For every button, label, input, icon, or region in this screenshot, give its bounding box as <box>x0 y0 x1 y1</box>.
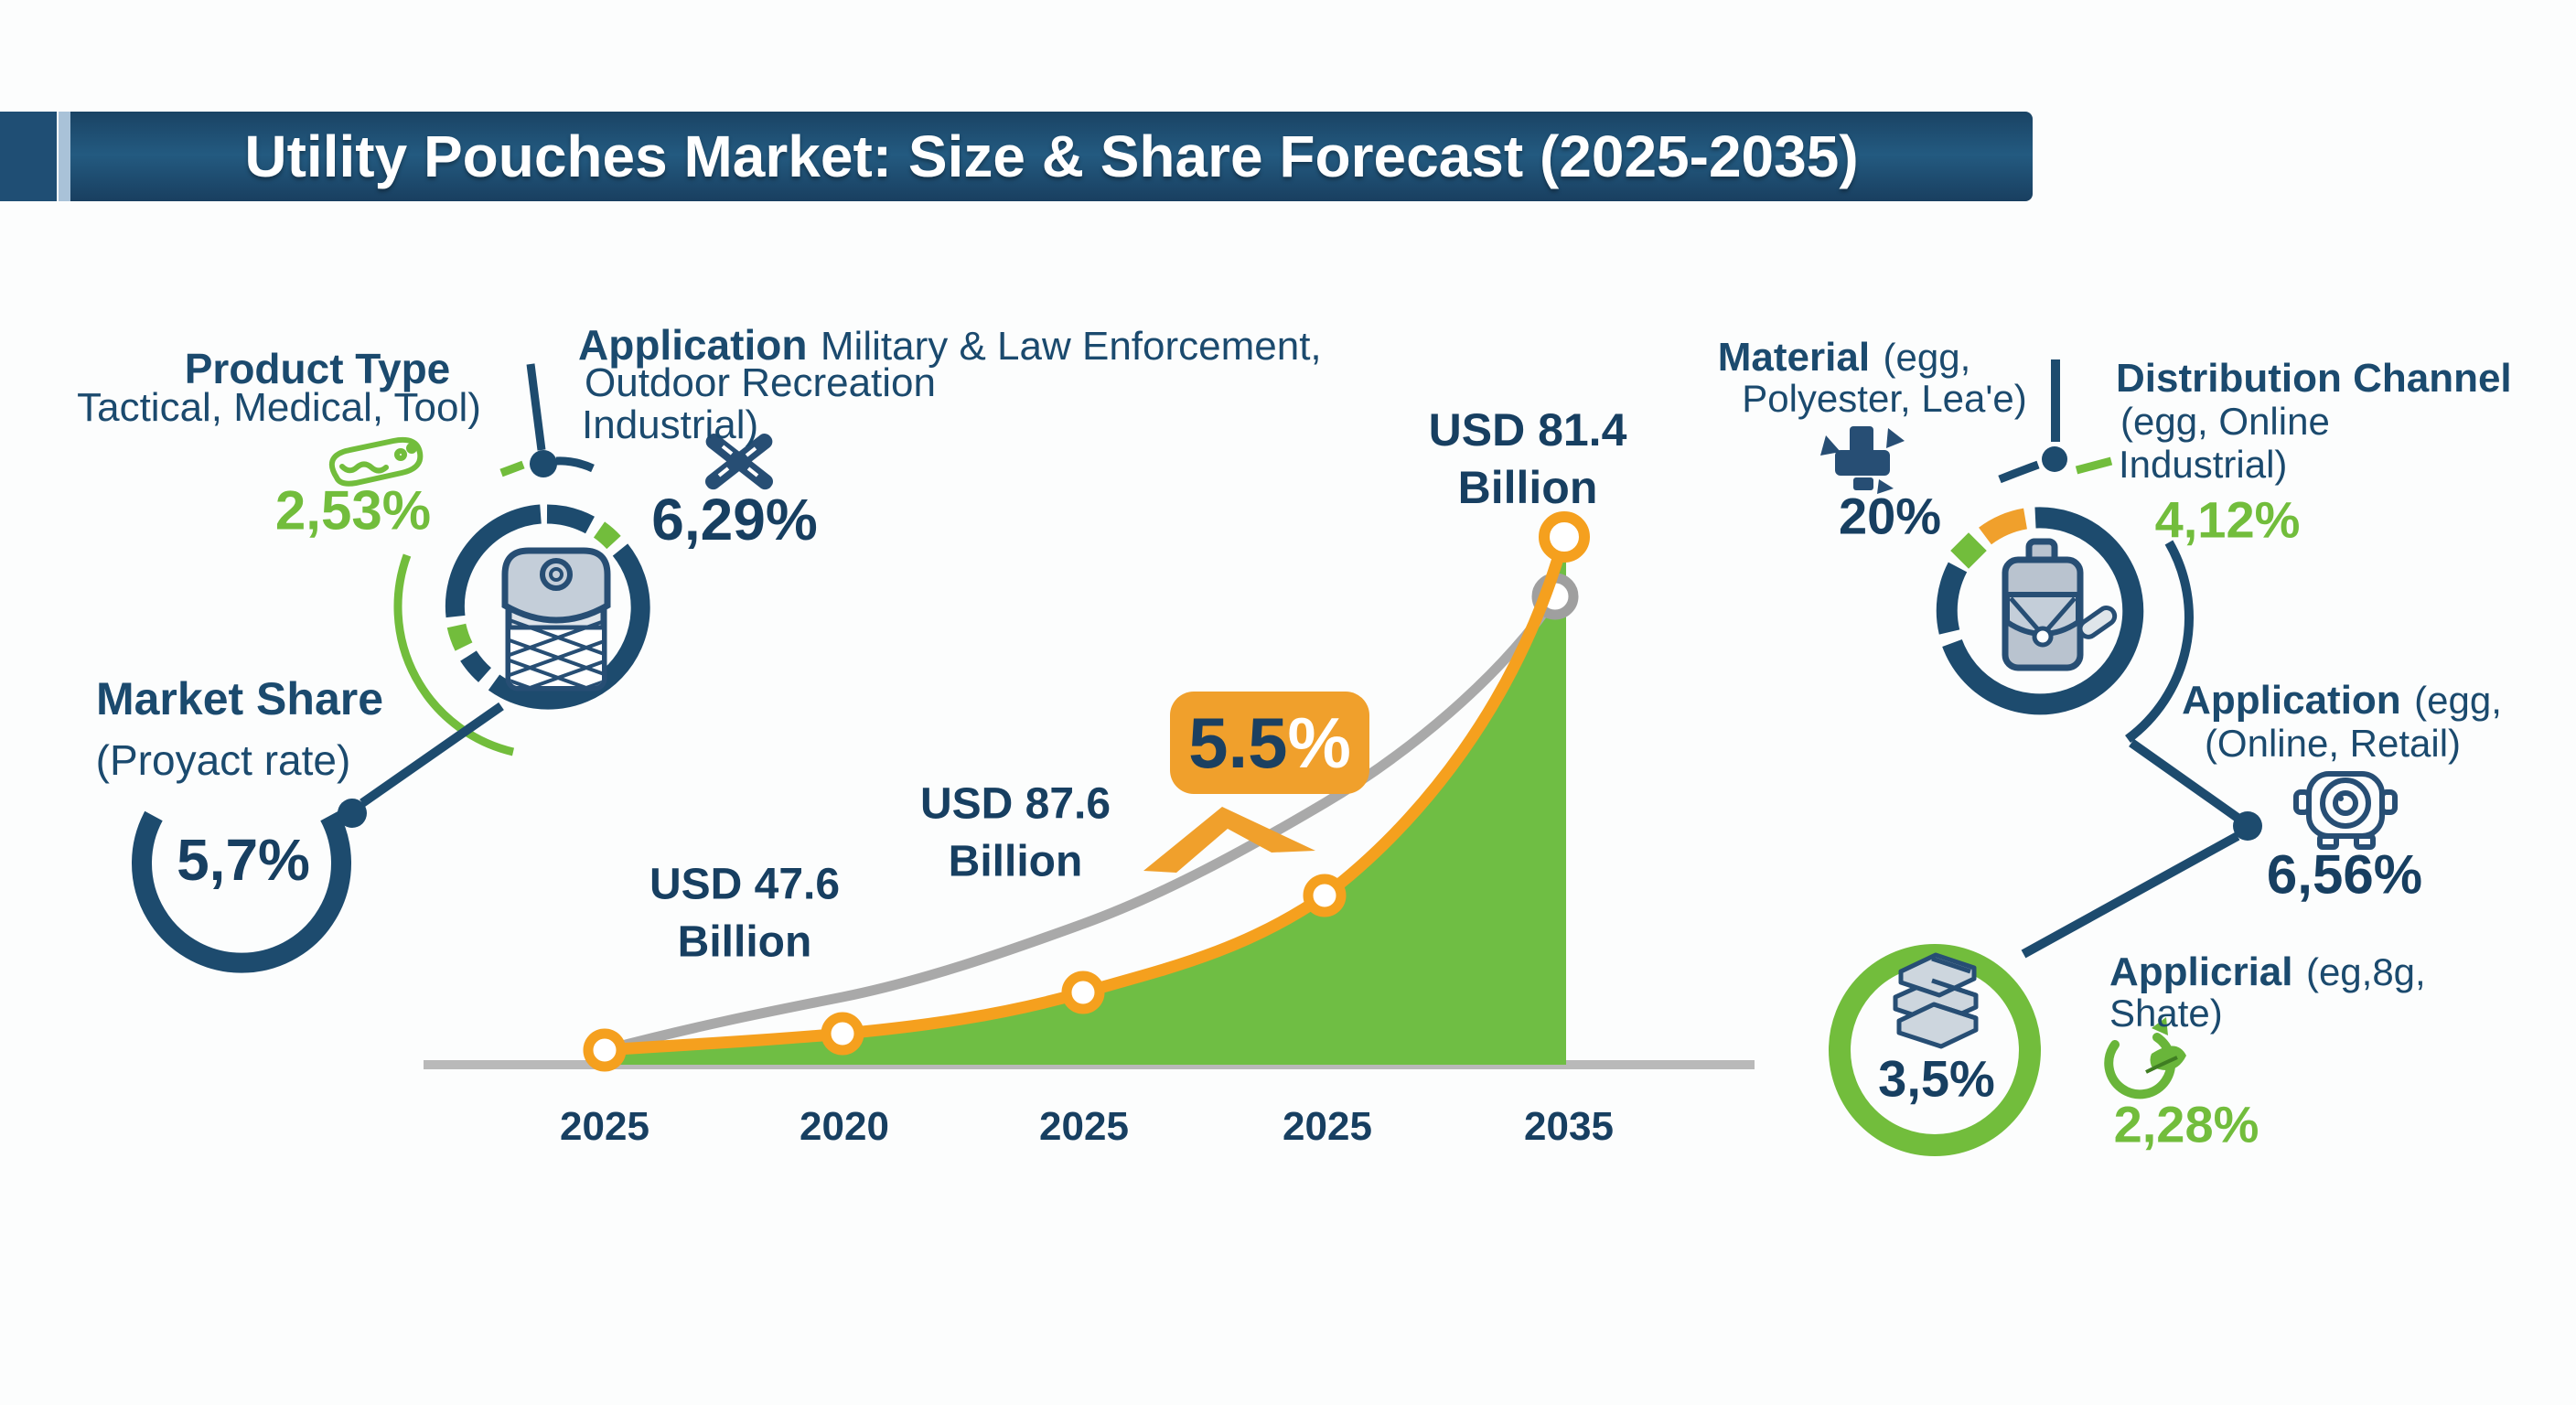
application-line2: Outdoor Recreation <box>585 360 936 405</box>
segment-title: Applicrial <box>2109 949 2293 994</box>
application2-line2: (Online, Retail) <box>2204 722 2462 765</box>
material-line2: Polyester, Lea'e) <box>1742 377 2027 420</box>
cagr-badge-box <box>1170 692 1369 794</box>
material-line1: Material (egg, <box>1718 335 1970 381</box>
green-dash <box>499 460 525 477</box>
page-title: Utility Pouches Market: Size & Share For… <box>244 123 1859 189</box>
trend-line-gray <box>603 593 1560 1056</box>
right-donut-chart <box>1936 359 2262 959</box>
market-share-gauge <box>132 702 504 973</box>
application-value: 6,29% <box>651 487 818 552</box>
application2-title: Application <box>2182 678 2401 723</box>
segment-title-rest: (eg,8g, <box>2305 950 2426 993</box>
segment-line2: Shate) <box>2109 992 2223 1035</box>
gauge-dot <box>338 799 367 828</box>
backpack-icon <box>2002 538 2118 671</box>
cagr-badge-percent: % <box>1287 702 1351 783</box>
green-circle-value: 3,5% <box>1878 1049 1995 1108</box>
x-tick-3: 2025 <box>1039 1104 1129 1149</box>
cagr-badge-tail <box>1143 807 1315 873</box>
pouch-doodle-icon <box>328 436 424 487</box>
application-line1-rest: Military & Law Enforcement, <box>820 324 1322 369</box>
title-banner: Utility Pouches Market: Size & Share For… <box>70 112 2033 201</box>
connector-dot <box>2042 446 2067 472</box>
segment-green-value: 2,28% <box>2113 1095 2259 1153</box>
application2-title-rest: (egg, <box>2414 679 2502 722</box>
data-point-2025a <box>583 1028 627 1072</box>
market-share-subtitle: (Proyact rate) <box>95 736 351 784</box>
connector-line <box>526 363 546 451</box>
data-point-2020 <box>821 1012 864 1056</box>
cagr-badge-number: 5.5 <box>1188 702 1288 783</box>
outer-navy-arc <box>2125 540 2194 744</box>
distribution-title: Distribution Channel <box>2116 356 2512 401</box>
application2-value: 6,56% <box>2266 843 2423 906</box>
banner-left-block <box>0 112 57 201</box>
distribution-value: 4,12% <box>2154 490 2301 549</box>
x-tick-2: 2020 <box>800 1104 889 1149</box>
value-label-start-l2: Billion <box>677 917 812 967</box>
left-donut-chart <box>393 363 650 756</box>
application-dot <box>2233 811 2262 841</box>
pouch-icon <box>501 547 611 692</box>
application2-line1: Application (egg, <box>2182 678 2502 724</box>
segment-line1: Applicrial (eg,8g, <box>2109 949 2426 995</box>
value-label-start-l1: USD 47.6 <box>649 860 841 909</box>
outer-green-arc <box>393 553 515 756</box>
application-title: Application <box>578 321 808 369</box>
navy-dash <box>1998 460 2040 484</box>
x-tick-5: 2035 <box>1524 1104 1614 1149</box>
crossed-tools-icon <box>705 434 773 490</box>
market-share-value: 5,7% <box>177 827 310 893</box>
data-point-2025b <box>1061 971 1105 1014</box>
connector-dot <box>530 450 557 477</box>
application-line1: Application Military & Law Enforcement, <box>578 320 1322 370</box>
leaf-recycle-icon <box>2104 1017 2186 1099</box>
data-point-2025c <box>1303 874 1347 917</box>
distribution-line3: Industrial) <box>2119 443 2288 486</box>
gauge-connector-line <box>360 702 504 808</box>
material-title-rest: (egg, <box>1883 336 1971 379</box>
application-line3: Industrial) <box>582 402 759 447</box>
product-type-title: Product Type <box>184 345 451 392</box>
navy-dash <box>555 456 595 473</box>
value-label-peak-l1: USD 81.4 <box>1428 404 1627 456</box>
camera-icon <box>2293 771 2398 850</box>
green-diamond <box>1950 532 1987 569</box>
sewing-machine-icon <box>1820 426 1905 494</box>
market-share-title: Market Share <box>95 673 384 724</box>
area-series <box>605 537 1566 1065</box>
material-title: Material <box>1717 335 1871 380</box>
value-label-mid-l2: Billion <box>948 837 1083 886</box>
forecast-area-chart <box>424 511 1755 1072</box>
x-tick-4: 2025 <box>1283 1104 1372 1149</box>
books-stack-icon <box>1893 952 1979 1049</box>
banner-stripe <box>59 112 70 201</box>
distribution-line2: (egg, Online <box>2120 400 2330 443</box>
product-type-subtitle: Tactical, Medical, Tool) <box>77 385 481 430</box>
x-tick-1: 2025 <box>560 1104 649 1149</box>
value-label-peak-l2: Billion <box>1457 462 1598 513</box>
material-value: 20% <box>1838 487 1942 545</box>
value-line-orange <box>604 535 1571 1056</box>
cagr-badge: 5.5 % <box>1170 692 1369 794</box>
data-point-2035-peak <box>1539 511 1590 563</box>
product-type-value: 2,53% <box>274 479 432 542</box>
value-label-mid-l1: USD 87.6 <box>919 779 1111 829</box>
green-dash <box>2075 456 2113 475</box>
